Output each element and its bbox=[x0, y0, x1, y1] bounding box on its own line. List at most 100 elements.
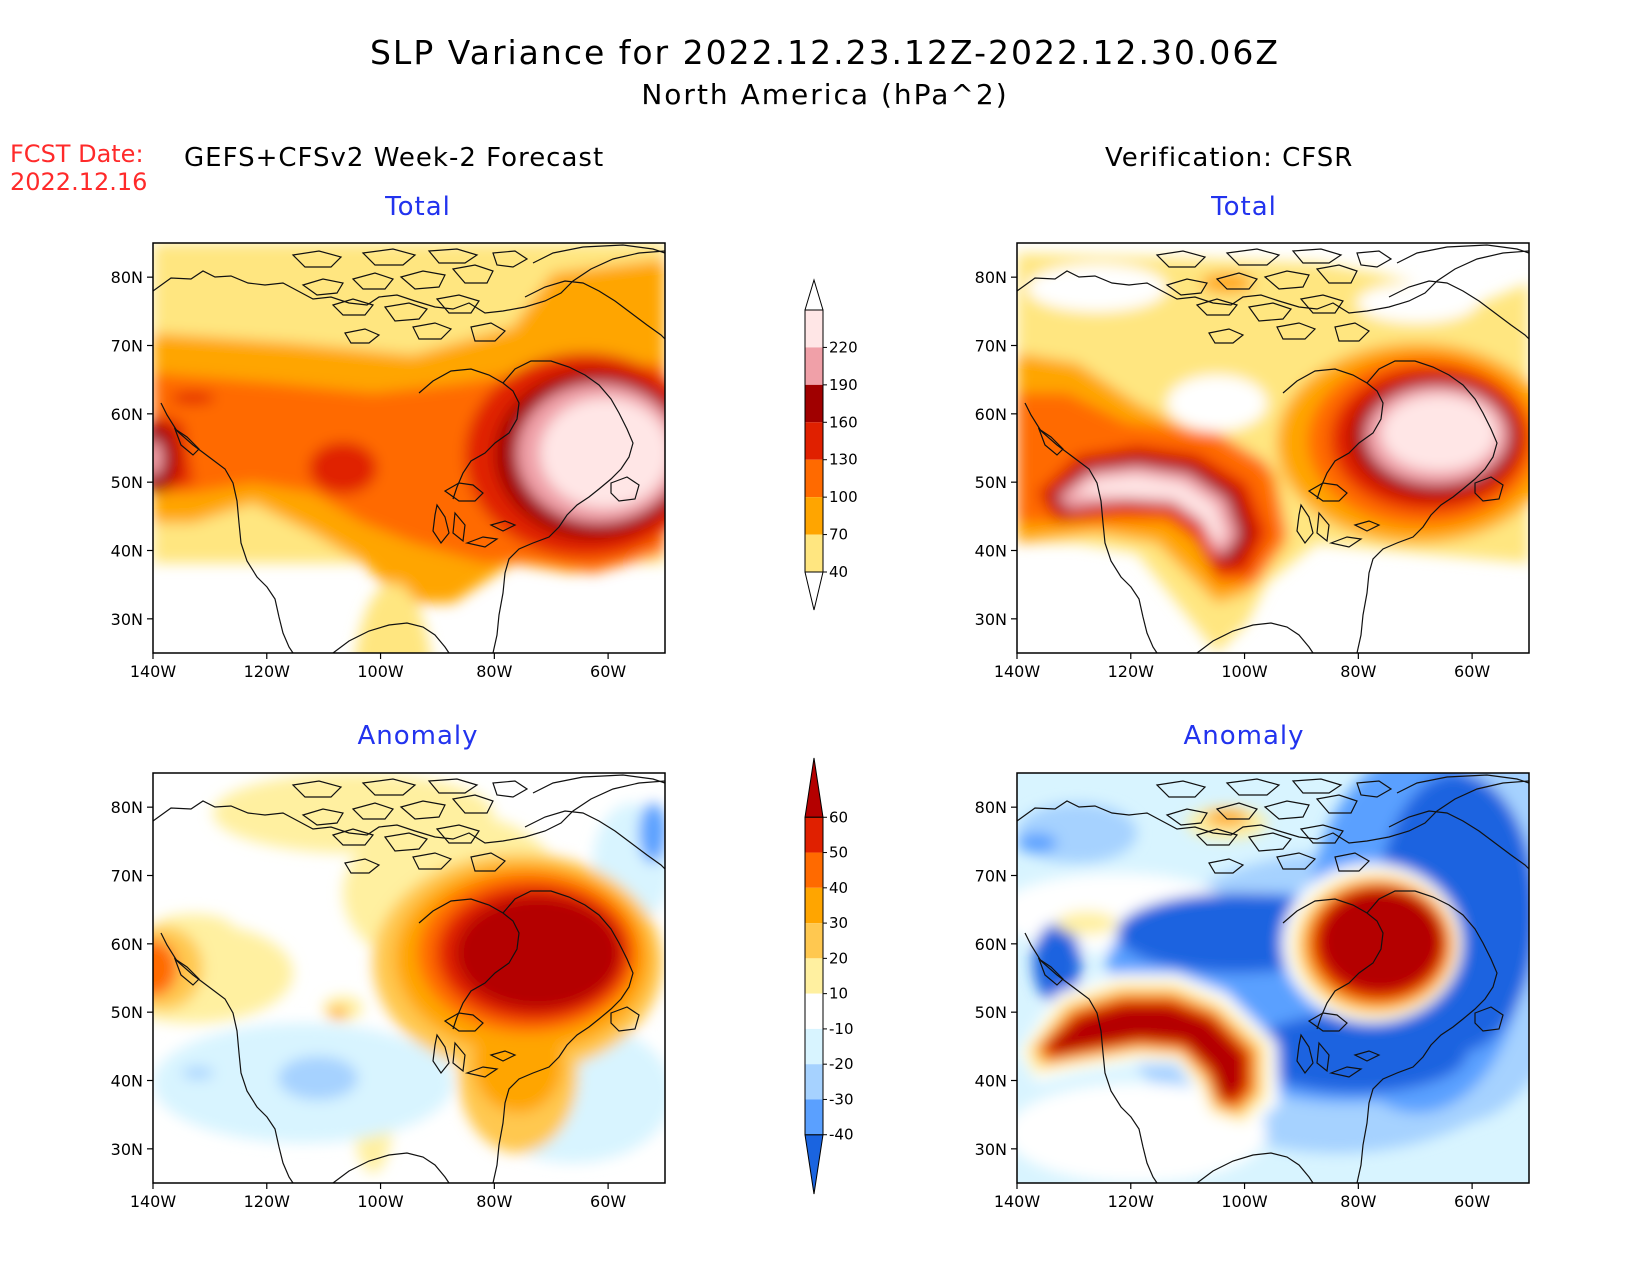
colorbar-label: -40 bbox=[829, 1126, 854, 1144]
colorbar-label: -20 bbox=[829, 1055, 854, 1073]
lon-label: 140W bbox=[994, 1192, 1041, 1211]
lat-label: 70N bbox=[975, 337, 1007, 356]
colorbar-label: 40 bbox=[829, 563, 848, 581]
lat-label: 80N bbox=[111, 268, 143, 287]
lon-label: 120W bbox=[1108, 1192, 1155, 1211]
colorbar-swatch bbox=[805, 347, 823, 385]
lon-label: 120W bbox=[1108, 662, 1155, 681]
lat-label: 60N bbox=[111, 405, 143, 424]
colorbar-label: 100 bbox=[829, 488, 858, 506]
lat-label: 50N bbox=[111, 1003, 143, 1022]
lat-label: 50N bbox=[975, 1003, 1007, 1022]
colorbar-label: -30 bbox=[829, 1090, 854, 1108]
verification-anomaly-map bbox=[1016, 772, 1530, 1184]
fcst-date-label: FCST Date: bbox=[10, 140, 144, 168]
colorbar-label: -10 bbox=[829, 1020, 854, 1038]
lat-label: 30N bbox=[111, 1140, 143, 1159]
lat-label: 70N bbox=[111, 867, 143, 886]
verification-total-map bbox=[1016, 242, 1530, 654]
verification-column-title: Verification: CFSR bbox=[1105, 143, 1354, 173]
lat-label: 50N bbox=[111, 473, 143, 492]
lat-label: 50N bbox=[975, 473, 1007, 492]
forecast-anomaly-map bbox=[152, 772, 666, 1184]
lon-label: 80W bbox=[1340, 662, 1376, 681]
lon-label: 100W bbox=[357, 1192, 404, 1211]
colorbar-label: 60 bbox=[829, 808, 848, 826]
forecast-column-title: GEFS+CFSv2 Week-2 Forecast bbox=[184, 143, 605, 173]
lat-label: 40N bbox=[975, 542, 1007, 561]
lat-label: 30N bbox=[111, 610, 143, 629]
forecast-total-title: Total bbox=[385, 192, 451, 222]
colorbar-frame bbox=[804, 816, 824, 1136]
colorbar-top-arrow bbox=[804, 278, 824, 311]
lat-label: 80N bbox=[975, 798, 1007, 817]
colorbar-swatch bbox=[805, 384, 823, 423]
lat-label: 80N bbox=[975, 268, 1007, 287]
lon-label: 140W bbox=[130, 1192, 177, 1211]
lon-label: 140W bbox=[130, 662, 177, 681]
colorbar-swatch bbox=[805, 497, 823, 535]
colorbar-swatch bbox=[805, 887, 823, 924]
colorbar-swatch bbox=[805, 993, 823, 1029]
lon-label: 80W bbox=[476, 662, 512, 681]
colorbar-label: 50 bbox=[829, 844, 848, 862]
lon-label: 120W bbox=[244, 662, 291, 681]
forecast-total-map bbox=[152, 242, 666, 654]
lon-label: 100W bbox=[1221, 1192, 1268, 1211]
colorbar-label: 30 bbox=[829, 914, 848, 932]
lat-label: 80N bbox=[111, 798, 143, 817]
colorbar-swatch bbox=[805, 1028, 823, 1065]
lat-label: 40N bbox=[111, 1072, 143, 1091]
anomaly-colorbar: 60 50 40 30 20 10 -10 -20 -30 -40 bbox=[804, 757, 854, 1195]
colorbar-swatch bbox=[805, 852, 823, 888]
colorbar-swatch bbox=[805, 310, 823, 348]
lat-label: 60N bbox=[975, 935, 1007, 954]
total-colorbar: 220 190 160 130 100 70 40 bbox=[804, 278, 858, 611]
lat-label: 70N bbox=[111, 337, 143, 356]
lon-label: 100W bbox=[1221, 662, 1268, 681]
colorbar-label: 190 bbox=[829, 376, 858, 394]
colorbar-label: 70 bbox=[829, 526, 848, 544]
figure-title: SLP Variance for 2022.12.23.12Z-2022.12.… bbox=[369, 33, 1281, 72]
lon-label: 60W bbox=[1454, 662, 1490, 681]
colorbar-swatch bbox=[805, 534, 823, 572]
colorbar-swatch bbox=[805, 1064, 823, 1100]
lon-label: 60W bbox=[590, 662, 626, 681]
colorbar-label: 220 bbox=[829, 338, 858, 356]
lat-label: 60N bbox=[111, 935, 143, 954]
lon-label: 80W bbox=[476, 1192, 512, 1211]
lon-label: 60W bbox=[1454, 1192, 1490, 1211]
colorbar-label: 160 bbox=[829, 413, 858, 431]
colorbar-swatch bbox=[805, 459, 823, 498]
axis-labels: 80N 70N 60N 50N 40N 30N 140W 120W 100W 80W 60W 80N 7… bbox=[111, 268, 1491, 1211]
lon-label: 60W bbox=[590, 1192, 626, 1211]
verification-anomaly-title: Anomaly bbox=[1183, 721, 1305, 751]
lat-label: 30N bbox=[975, 610, 1007, 629]
colorbar-bottom-arrow bbox=[804, 1134, 824, 1195]
colorbar-swatch bbox=[805, 422, 823, 460]
forecast-anomaly-title: Anomaly bbox=[357, 721, 479, 751]
colorbar-top-arrow bbox=[804, 757, 824, 818]
colorbar-label: 40 bbox=[829, 879, 848, 897]
lon-label: 100W bbox=[357, 662, 404, 681]
colorbar-swatch bbox=[805, 1099, 823, 1135]
lon-label: 80W bbox=[1340, 1192, 1376, 1211]
lat-label: 40N bbox=[111, 542, 143, 561]
colorbar-swatch bbox=[805, 817, 823, 853]
colorbar-swatch bbox=[805, 923, 823, 959]
lon-label: 140W bbox=[994, 662, 1041, 681]
colorbar-label: 130 bbox=[829, 451, 858, 469]
figure-subtitle: North America (hPa^2) bbox=[641, 78, 1009, 111]
colorbar-swatch bbox=[805, 958, 823, 994]
lat-label: 40N bbox=[975, 1072, 1007, 1091]
colorbar-frame bbox=[804, 309, 824, 573]
fcst-date-value: 2022.12.16 bbox=[10, 168, 148, 196]
colorbar-bottom-arrow bbox=[804, 571, 824, 611]
verification-total-title: Total bbox=[1211, 192, 1277, 222]
colorbar-label: 20 bbox=[829, 949, 848, 967]
lat-label: 30N bbox=[975, 1140, 1007, 1159]
lat-label: 70N bbox=[975, 867, 1007, 886]
lon-label: 120W bbox=[244, 1192, 291, 1211]
lat-label: 60N bbox=[975, 405, 1007, 424]
